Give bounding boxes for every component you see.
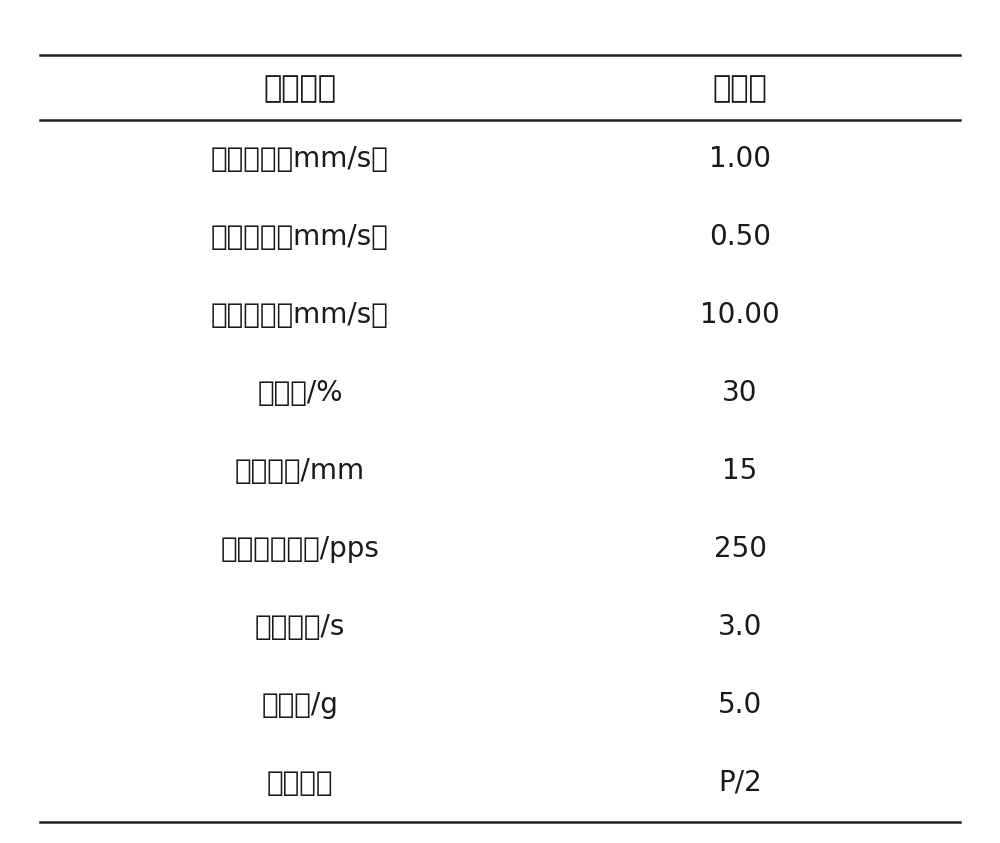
Text: 测后速率（mm/s）: 测后速率（mm/s）: [211, 301, 389, 329]
Text: 250: 250: [714, 534, 767, 563]
Text: 0.50: 0.50: [709, 223, 771, 250]
Text: 参数値: 参数値: [713, 74, 767, 103]
Text: 测前速率（mm/s）: 测前速率（mm/s）: [211, 145, 389, 173]
Text: 数据采集速率/pps: 数据采集速率/pps: [221, 534, 379, 563]
Text: 3.0: 3.0: [718, 613, 762, 641]
Text: 1.00: 1.00: [709, 145, 771, 173]
Text: 5.0: 5.0: [718, 691, 762, 719]
Text: 测试距离/mm: 测试距离/mm: [235, 457, 365, 485]
Text: P/2: P/2: [718, 769, 762, 797]
Text: 30: 30: [722, 379, 758, 407]
Text: 探头类型: 探头类型: [267, 769, 333, 797]
Text: 停留时间/s: 停留时间/s: [255, 613, 345, 641]
Text: 15: 15: [722, 457, 758, 485]
Text: 参数名称: 参数名称: [264, 74, 336, 103]
Text: 测试速率（mm/s）: 测试速率（mm/s）: [211, 223, 389, 250]
Text: 触发力/g: 触发力/g: [262, 691, 338, 719]
Text: 10.00: 10.00: [700, 301, 780, 329]
Text: 压缩比/%: 压缩比/%: [257, 379, 343, 407]
